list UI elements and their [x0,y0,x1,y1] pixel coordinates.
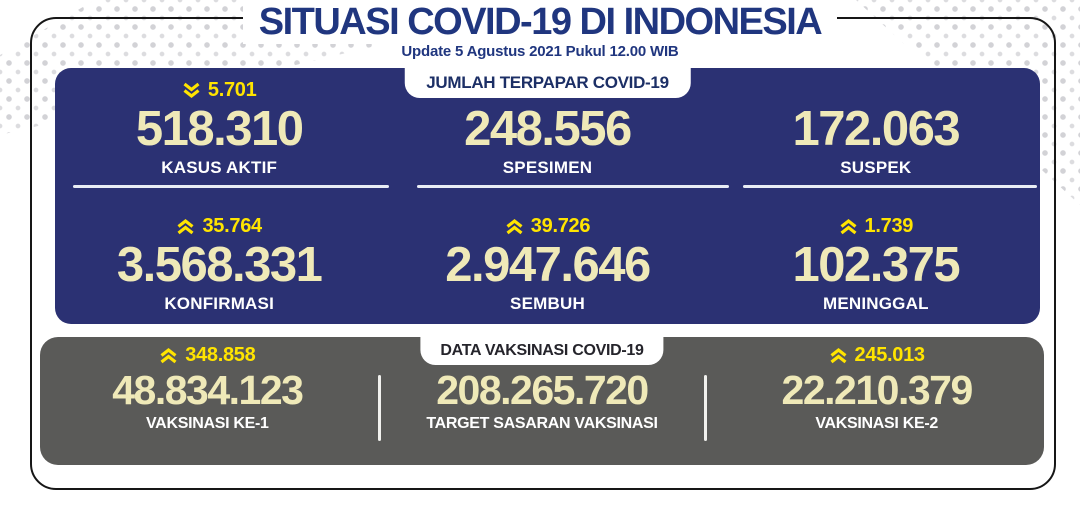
stat-label: MENINGGAL [822,294,929,313]
delta-value: 5.701 [207,78,257,101]
stat-kasus-aktif: 5.701 518.310 KASUS AKTIF [55,78,383,178]
stat-value: 3.568.331 [116,238,323,292]
double-chevron-down-icon [183,82,200,98]
column-divider [704,375,707,441]
delta-value: 348.858 [185,343,256,366]
row-divider [73,185,389,188]
vaccination-row: 348.858 48.834.123 VAKSINASI KE-1 208.26… [40,343,1044,433]
exposed-panel: JUMLAH TERPAPAR COVID-19 5.701 518.310 K… [55,68,1040,324]
row-divider [417,185,729,188]
stat-value: 518.310 [135,102,304,156]
stat-value: 248.556 [464,102,632,156]
stat-label: TARGET SASARAN VAKSINASI [426,415,658,432]
stat-label: VAKSINASI KE-1 [146,415,269,432]
delta-badge: 245.013 [709,343,1044,367]
stat-value: 208.265.720 [436,367,649,413]
stat-konfirmasi: 35.764 3.568.331 KONFIRMASI [55,214,383,314]
delta-value: 35.764 [202,214,262,237]
stat-value: 2.947.646 [445,238,651,292]
column-divider [378,375,381,441]
delta-value: 1.739 [864,214,914,237]
stat-value: 22.210.379 [781,367,974,413]
header: SITUASI COVID-19 DI INDONESIA Update 5 A… [0,0,1080,60]
stat-label: SEMBUH [510,294,585,313]
double-chevron-up-icon [830,347,847,363]
delta-badge: 39.726 [383,214,711,238]
delta-value: 39.726 [530,214,591,237]
vaccination-panel-badge: DATA VAKSINASI COVID-19 [420,337,664,365]
double-chevron-up-icon [840,218,857,234]
stat-value: 48.834.123 [112,367,304,413]
stat-value: 102.375 [792,238,961,292]
stat-suspek: 172.063 SUSPEK [712,78,1040,178]
delta-spacer [712,78,1040,102]
delta-badge: 1.739 [712,214,1040,238]
delta-badge: 5.701 [55,78,383,102]
delta-value: 245.013 [854,343,926,366]
delta-spacer [383,78,711,102]
delta-spacer [375,343,710,367]
double-chevron-up-icon [506,218,523,234]
exposed-panel-badge: JUMLAH TERPAPAR COVID-19 [404,68,691,98]
stat-target-sasaran-vaksinasi: 208.265.720 TARGET SASARAN VAKSINASI [375,343,710,433]
update-timestamp: Update 5 Agustus 2021 Pukul 12.00 WIB [401,43,679,60]
delta-badge: 35.764 [55,214,383,238]
stat-vaksinasi-ke-1: 348.858 48.834.123 VAKSINASI KE-1 [40,343,375,433]
stat-meninggal: 1.739 102.375 MENINGGAL [712,214,1040,314]
stat-label: KONFIRMASI [164,294,274,313]
page-title: SITUASI COVID-19 DI INDONESIA [242,0,838,44]
stat-label: SPESIMEN [502,158,593,177]
double-chevron-up-icon [177,218,194,234]
exposed-row-1: 5.701 518.310 KASUS AKTIF 248.556 SPESIM… [55,78,1040,178]
double-chevron-up-icon [160,347,177,363]
stat-spesimen: 248.556 SPESIMEN [383,78,711,178]
stat-vaksinasi-ke-2: 245.013 22.210.379 VAKSINASI KE-2 [709,343,1044,433]
stat-sembuh: 39.726 2.947.646 SEMBUH [383,214,711,314]
stat-label: KASUS AKTIF [161,158,278,177]
row-divider [743,185,1037,188]
stat-label: SUSPEK [840,158,912,177]
exposed-row-2: 35.764 3.568.331 KONFIRMASI 39.726 2.947… [55,214,1040,314]
stat-value: 172.063 [792,102,961,156]
stat-label: VAKSINASI KE-2 [815,415,938,432]
delta-badge: 348.858 [40,343,375,367]
vaccination-panel: DATA VAKSINASI COVID-19 348.858 48.834.1… [40,337,1044,465]
